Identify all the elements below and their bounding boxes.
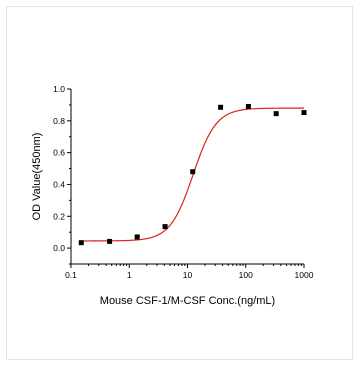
axes xyxy=(70,89,304,265)
y-tick-label: 0.6 xyxy=(53,148,65,158)
data-point xyxy=(134,234,140,240)
data-point xyxy=(78,240,84,246)
y-tick-label: 0.2 xyxy=(53,211,65,221)
fit-curve xyxy=(81,107,304,242)
data-point xyxy=(107,238,113,244)
y-axis-title: OD Value(450nm) xyxy=(31,133,43,221)
x-tick-label: 10 xyxy=(183,270,193,280)
x-tick-label: 0.1 xyxy=(65,270,77,280)
data-point xyxy=(218,104,224,110)
data-point xyxy=(162,224,168,230)
x-axis-title: Mouse CSF-1/M-CSF Conc.(ng/mL) xyxy=(100,295,275,307)
data-point xyxy=(245,104,251,109)
ticks: 0.0 0.2 0.4 0.6 0.8 1.0 0.1 1 10 100 1000 xyxy=(53,84,314,280)
y-tick-label: 0.0 xyxy=(53,243,65,253)
x-tick-label: 1000 xyxy=(295,270,314,280)
x-tick-label: 1 xyxy=(127,270,132,280)
data-point xyxy=(190,169,196,175)
data-points xyxy=(78,104,307,246)
y-tick-label: 0.8 xyxy=(53,116,65,126)
data-point xyxy=(301,110,307,116)
data-point xyxy=(273,111,279,117)
x-tick-label: 100 xyxy=(239,270,253,280)
y-tick-label: 0.4 xyxy=(53,179,65,189)
y-tick-label: 1.0 xyxy=(53,84,65,94)
chart-frame xyxy=(6,6,353,360)
